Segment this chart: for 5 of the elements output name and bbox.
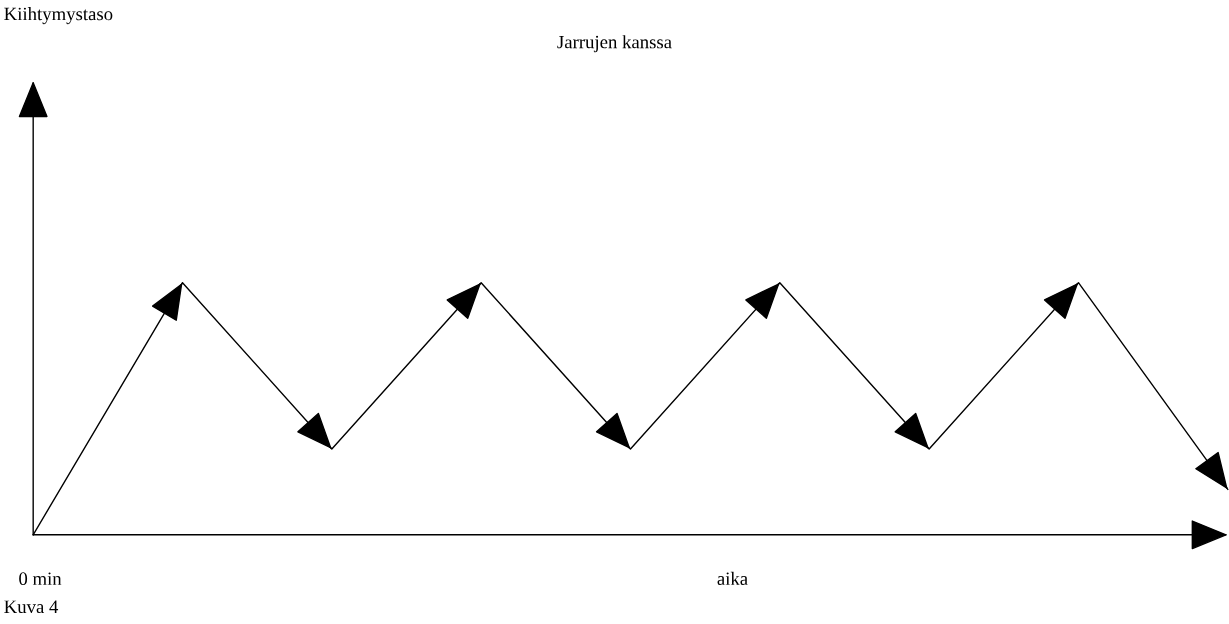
text: 0 min: [19, 572, 62, 586]
text: Kuva 4: [4, 600, 59, 614]
text: Kiihtymystaso: [4, 7, 113, 25]
chart-title: Jarrujen kanssa: [557, 35, 672, 53]
x-axis-title: aika: [717, 571, 748, 586]
